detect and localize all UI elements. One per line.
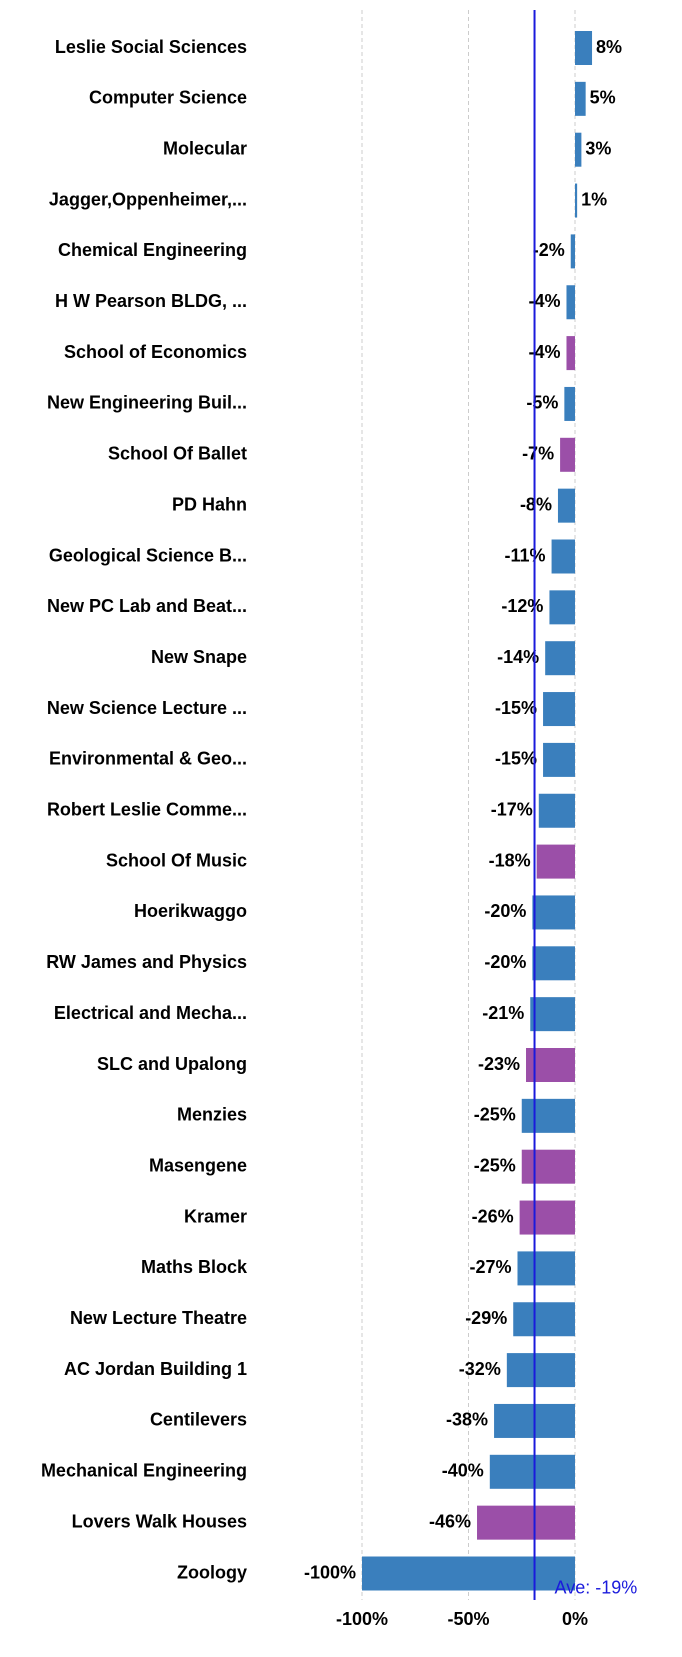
value-label: -2% bbox=[533, 240, 565, 260]
value-label: -100% bbox=[304, 1562, 356, 1582]
category-label: New Lecture Theatre bbox=[70, 1308, 247, 1328]
category-label: Kramer bbox=[184, 1206, 247, 1226]
bar bbox=[566, 285, 575, 320]
value-label: -40% bbox=[442, 1461, 484, 1481]
category-label: Electrical and Mecha... bbox=[54, 1003, 247, 1023]
category-label: School Of Music bbox=[106, 850, 247, 870]
category-label: Lovers Walk Houses bbox=[72, 1511, 247, 1531]
category-label: H W Pearson BLDG, ... bbox=[55, 291, 247, 311]
bar bbox=[362, 1556, 575, 1591]
bar bbox=[543, 742, 575, 777]
value-label: -20% bbox=[484, 952, 526, 972]
bar bbox=[536, 844, 575, 879]
value-label: 3% bbox=[585, 138, 611, 158]
value-label: -12% bbox=[501, 596, 543, 616]
bar bbox=[519, 1200, 575, 1235]
value-label: -5% bbox=[526, 393, 558, 413]
bar bbox=[575, 81, 586, 116]
bar bbox=[513, 1302, 575, 1337]
category-label: Robert Leslie Comme... bbox=[47, 800, 247, 820]
category-label: Leslie Social Sciences bbox=[55, 37, 247, 57]
bar bbox=[489, 1454, 575, 1489]
value-label: -11% bbox=[505, 545, 546, 565]
category-label: Environmental & Geo... bbox=[49, 749, 247, 769]
category-label: New Snape bbox=[151, 647, 247, 667]
bar bbox=[560, 437, 575, 472]
value-label: 8% bbox=[596, 37, 622, 57]
value-label: 1% bbox=[581, 189, 607, 209]
category-label: Centilevers bbox=[150, 1410, 247, 1430]
bar bbox=[526, 1048, 575, 1082]
value-label: -46% bbox=[429, 1511, 471, 1531]
bar bbox=[517, 1251, 575, 1286]
category-label: Chemical Engineering bbox=[58, 240, 247, 260]
category-label: Molecular bbox=[163, 138, 247, 158]
value-label: -25% bbox=[474, 1105, 516, 1125]
value-label: -26% bbox=[472, 1206, 514, 1226]
value-label: -20% bbox=[484, 901, 526, 921]
bar bbox=[545, 641, 575, 676]
category-label: School Of Ballet bbox=[108, 444, 247, 464]
x-tick-label: -100% bbox=[336, 1609, 388, 1629]
category-label: Geological Science B... bbox=[49, 545, 247, 565]
bar bbox=[575, 31, 593, 65]
bar bbox=[557, 488, 575, 523]
value-label: -8% bbox=[520, 494, 552, 514]
value-label: -23% bbox=[478, 1054, 520, 1074]
bar bbox=[564, 386, 575, 421]
category-label: SLC and Upalong bbox=[97, 1054, 247, 1074]
category-label: Menzies bbox=[177, 1105, 247, 1125]
average-label: Ave: -19% bbox=[555, 1577, 638, 1597]
bar bbox=[575, 132, 582, 167]
bar bbox=[549, 590, 575, 625]
category-label: AC Jordan Building 1 bbox=[64, 1359, 247, 1379]
category-label: School of Economics bbox=[64, 342, 247, 362]
x-tick-label: 0% bbox=[562, 1609, 588, 1629]
bar bbox=[532, 895, 575, 930]
category-label: New Science Lecture ... bbox=[47, 698, 247, 718]
value-label: -4% bbox=[528, 342, 560, 362]
category-label: New PC Lab and Beat... bbox=[47, 596, 247, 616]
bar bbox=[543, 692, 575, 727]
bar bbox=[530, 997, 575, 1032]
value-label: -21% bbox=[482, 1003, 524, 1023]
category-label: Computer Science bbox=[89, 88, 247, 108]
bar bbox=[570, 234, 575, 269]
value-label: -14% bbox=[497, 647, 539, 667]
category-label: Maths Block bbox=[141, 1257, 248, 1277]
category-label: RW James and Physics bbox=[46, 952, 247, 972]
bar bbox=[532, 946, 575, 981]
bar bbox=[575, 183, 578, 218]
category-label: Zoology bbox=[177, 1562, 247, 1582]
category-label: PD Hahn bbox=[172, 494, 247, 514]
category-label: Mechanical Engineering bbox=[41, 1461, 247, 1481]
value-label: -29% bbox=[465, 1308, 507, 1328]
category-label: New Engineering Buil... bbox=[47, 393, 247, 413]
x-tick-label: -50% bbox=[447, 1609, 489, 1629]
bar bbox=[566, 336, 575, 371]
value-label: -32% bbox=[459, 1359, 501, 1379]
bar bbox=[477, 1505, 575, 1540]
bar bbox=[521, 1098, 575, 1133]
value-label: -4% bbox=[528, 291, 560, 311]
category-label: Jagger,Oppenheimer,... bbox=[49, 189, 247, 209]
value-label: 5% bbox=[590, 88, 616, 108]
value-label: -17% bbox=[491, 800, 533, 820]
bar bbox=[506, 1353, 575, 1388]
value-label: -18% bbox=[489, 850, 531, 870]
category-label: Hoerikwaggo bbox=[134, 901, 247, 921]
value-label: -27% bbox=[469, 1257, 511, 1277]
value-label: -25% bbox=[474, 1155, 516, 1175]
value-label: -15% bbox=[495, 749, 537, 769]
bar bbox=[521, 1149, 575, 1184]
value-label: -38% bbox=[446, 1410, 488, 1430]
value-label: -7% bbox=[522, 444, 554, 464]
category-label: Masengene bbox=[149, 1155, 247, 1175]
value-label: -15% bbox=[495, 698, 537, 718]
bar bbox=[538, 793, 575, 828]
bar bbox=[551, 539, 575, 574]
